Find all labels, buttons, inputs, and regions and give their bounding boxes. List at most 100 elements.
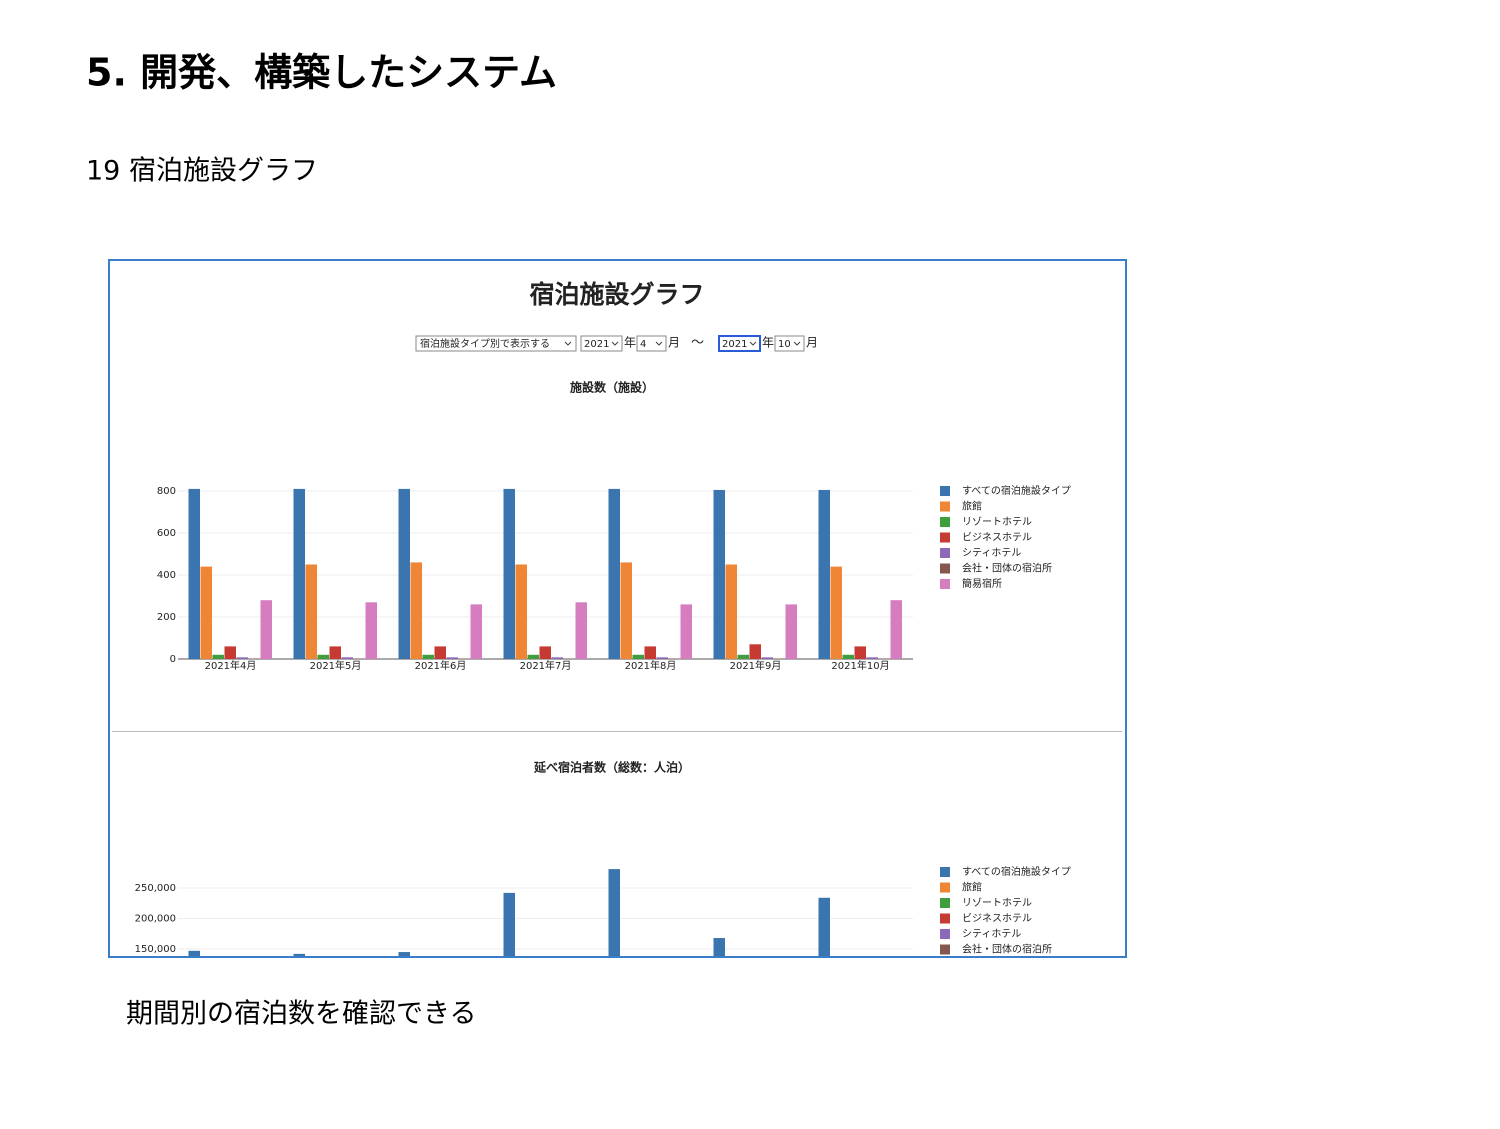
legend-label: 会社・団体の宿泊所: [962, 562, 1052, 575]
bar: [237, 657, 249, 659]
x-tick-label: 2021年7月: [520, 659, 572, 672]
bar: [762, 657, 774, 659]
legend-swatch: [940, 914, 950, 924]
x-tick-label: 2021年6月: [415, 659, 467, 672]
legend-label: リゾートホテル: [962, 516, 1032, 528]
bar: [366, 602, 378, 659]
legend-swatch: [940, 548, 950, 558]
from-month: 4: [640, 339, 646, 350]
bar: [621, 562, 633, 659]
y-tick-label: 150,000: [135, 944, 176, 955]
bar: [504, 893, 516, 1041]
y-tick-label: 0: [170, 654, 176, 665]
bar: [306, 565, 318, 660]
legend-label: シティホテル: [962, 547, 1021, 559]
month-unit: 月: [668, 336, 680, 350]
bar: [471, 604, 483, 659]
bar: [399, 489, 411, 659]
legend-swatch: [940, 929, 950, 939]
bar: [342, 657, 354, 659]
legend-label: シティホテル: [962, 928, 1021, 940]
legend-swatch: [940, 579, 950, 589]
y-tick-label: 600: [157, 528, 176, 539]
bar: [318, 655, 330, 659]
legend-swatch: [940, 867, 950, 877]
bar: [201, 567, 213, 659]
x-tick-label: 2021年4月: [205, 659, 257, 672]
legend-label: 旅館: [962, 500, 982, 513]
bar: [819, 490, 831, 659]
legend-swatch: [940, 898, 950, 908]
legend-swatch: [940, 564, 950, 574]
bar: [819, 898, 831, 1041]
to-month: 10: [778, 339, 791, 350]
bar: [681, 604, 693, 659]
bar: [261, 600, 273, 659]
bar: [714, 490, 726, 659]
y-tick-label: 200,000: [135, 914, 176, 925]
bar: [855, 646, 867, 659]
bar: [225, 646, 237, 659]
legend-swatch: [940, 486, 950, 496]
x-tick-label: 2021年10月: [831, 659, 889, 672]
bar: [540, 646, 552, 659]
bar: [609, 869, 621, 1040]
y-tick-label: 800: [157, 486, 176, 497]
slide-title: 5. 開発、構築したシステム: [86, 51, 557, 95]
to-year: 2021: [722, 339, 747, 350]
chart-title: 施設数（施設）: [570, 380, 654, 395]
bar: [726, 565, 738, 660]
x-tick-label: 2021年8月: [625, 659, 677, 672]
bar: [213, 655, 225, 659]
year-unit: 年: [624, 336, 636, 350]
bar: [831, 567, 843, 659]
bar: [435, 646, 447, 659]
x-tick-label: 2021年5月: [310, 659, 362, 672]
from-year: 2021: [584, 339, 609, 350]
bar: [294, 489, 306, 659]
legend-label: すべての宿泊施設タイプ: [962, 484, 1071, 497]
y-tick-label: 400: [157, 570, 176, 581]
bar: [714, 938, 726, 1040]
month-unit: 月: [806, 336, 818, 350]
bar: [786, 604, 798, 659]
type-select-label: 宿泊施設タイプ別で表示する: [420, 337, 550, 350]
bar: [633, 655, 645, 659]
legend-label: 会社・団体の宿泊所: [962, 943, 1052, 956]
bar: [330, 646, 342, 659]
bar: [891, 600, 903, 659]
bar: [528, 655, 540, 659]
bar: [750, 644, 762, 659]
bar: [843, 655, 855, 659]
app-title: 宿泊施設グラフ: [529, 280, 704, 309]
tilde: 〜: [691, 336, 704, 351]
legend-swatch: [940, 883, 950, 893]
bar: [516, 565, 528, 660]
legend-swatch: [940, 502, 950, 512]
legend-label: ビジネスホテル: [962, 532, 1032, 544]
legend-label: すべての宿泊施設タイプ: [962, 865, 1071, 878]
legend-label: ビジネスホテル: [962, 913, 1032, 925]
bar: [189, 489, 201, 659]
legend-swatch: [940, 945, 950, 955]
bar: [576, 602, 588, 659]
bar: [423, 655, 435, 659]
bar: [411, 562, 423, 659]
legend-swatch: [940, 517, 950, 527]
x-tick-label: 2021年9月: [730, 659, 782, 672]
bar: [657, 657, 669, 659]
bar: [504, 489, 516, 659]
y-tick-label: 200: [157, 612, 176, 623]
bar: [552, 657, 564, 659]
bar: [867, 657, 879, 659]
legend-swatch: [940, 533, 950, 543]
slide-subtitle: 19 宿泊施設グラフ: [86, 156, 318, 187]
caption: 期間別の宿泊数を確認できる: [126, 999, 476, 1030]
year-unit: 年: [762, 336, 774, 350]
chart-title: 延べ宿泊者数（総数：人泊）: [533, 760, 690, 775]
bar: [447, 657, 459, 659]
bar: [609, 489, 621, 659]
legend-label: 簡易宿所: [962, 577, 1002, 590]
